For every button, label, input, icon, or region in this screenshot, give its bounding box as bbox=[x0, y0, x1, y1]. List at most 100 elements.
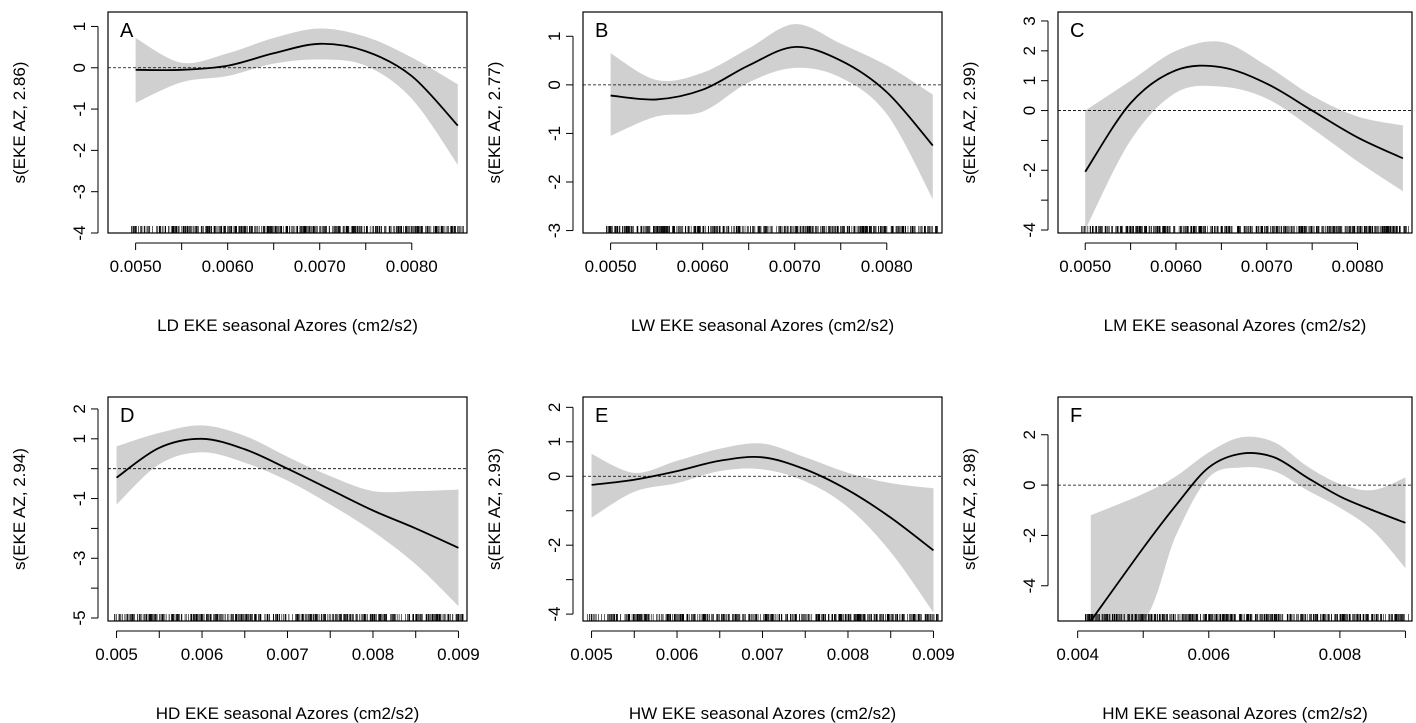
rug-marks bbox=[1085, 614, 1409, 621]
y-tick-label: -3 bbox=[545, 223, 564, 238]
fitted-curve bbox=[1090, 452, 1406, 621]
panel-d: 0.005 0.006 0.007 0.008 0.009 -5 -3 -1 1 2 HD EKE … bbox=[10, 396, 480, 723]
fitted-curve bbox=[1084, 64, 1404, 173]
rug-marks bbox=[1081, 226, 1409, 233]
y-tick-label: 0 bbox=[70, 63, 89, 72]
y-tick-label: -3 bbox=[70, 184, 89, 199]
x-tick-label: 0.0060 bbox=[1150, 257, 1202, 276]
x-tick-label: 0.008 bbox=[827, 645, 870, 664]
x-tick-label: 0.0060 bbox=[202, 257, 254, 276]
y-tick-label: -4 bbox=[545, 607, 564, 622]
y-axis-label: s(EKE AZ, 2.94) bbox=[10, 448, 29, 570]
plot-frame bbox=[107, 396, 468, 622]
panel-letter: F bbox=[1070, 405, 1082, 427]
y-tick-label: 0 bbox=[1020, 480, 1039, 489]
y-tick-label: -4 bbox=[70, 225, 89, 240]
x-tick-label: 0.009 bbox=[912, 645, 955, 664]
x-axis-label: LM EKE seasonal Azores (cm2/s2) bbox=[1104, 316, 1367, 335]
y-tick-label: 2 bbox=[1020, 46, 1039, 55]
x-tick-label: 0.005 bbox=[95, 645, 138, 664]
y-tick-label: 1 bbox=[1020, 76, 1039, 85]
x-tick-label: 0.006 bbox=[656, 645, 699, 664]
y-tick-label: -2 bbox=[545, 174, 564, 189]
panel-e: 0.005 0.006 0.007 0.008 0.009 -4 -2 0 1 2 HW EKE s… bbox=[485, 396, 955, 723]
confidence-band bbox=[1090, 436, 1406, 621]
x-axis-label: HM EKE seasonal Azores (cm2/s2) bbox=[1102, 704, 1367, 723]
y-tick-label: -4 bbox=[1020, 578, 1039, 593]
y-tick-label: 0 bbox=[1020, 106, 1039, 115]
x-axis-label: HW EKE seasonal Azores (cm2/s2) bbox=[629, 704, 896, 723]
y-axis-label: s(EKE AZ, 2.77) bbox=[485, 62, 504, 184]
y-tick-label: 2 bbox=[545, 403, 564, 412]
rug-marks bbox=[587, 614, 939, 621]
y-axis-label: s(EKE AZ, 2.93) bbox=[485, 448, 504, 570]
plot-frame bbox=[107, 11, 468, 234]
plot-frame bbox=[582, 396, 943, 622]
y-tick-label: -2 bbox=[1020, 528, 1039, 543]
y-tick-label: -2 bbox=[545, 538, 564, 553]
y-tick-label: -5 bbox=[70, 610, 89, 625]
panel-letter: C bbox=[1070, 20, 1084, 42]
y-tick-label: 1 bbox=[70, 22, 89, 31]
panel-letter: D bbox=[120, 405, 134, 427]
panel-f: 0.004 0.006 0.008 -4 -2 0 2 HM EKE seasonal Azo… bbox=[960, 396, 1413, 723]
x-tick-label: 0.008 bbox=[1319, 645, 1362, 664]
y-tick-label: 2 bbox=[1020, 430, 1039, 439]
panel-b: 0.0050 0.0060 0.0070 0.0080 -3 -2 -1 0 1 LW EKE s… bbox=[485, 11, 943, 335]
y-tick-label: 1 bbox=[70, 434, 89, 443]
y-axis-label: s(EKE AZ, 2.98) bbox=[960, 448, 979, 570]
x-tick-label: 0.008 bbox=[352, 645, 395, 664]
x-tick-label: 0.006 bbox=[181, 645, 224, 664]
x-tick-label: 0.0060 bbox=[677, 257, 729, 276]
y-tick-label: 0 bbox=[545, 472, 564, 481]
fitted-curve bbox=[116, 437, 459, 549]
x-tick-label: 0.007 bbox=[266, 645, 309, 664]
x-tick-label: 0.006 bbox=[1188, 645, 1231, 664]
x-tick-label: 0.0050 bbox=[585, 257, 637, 276]
panel-letter: B bbox=[595, 20, 608, 42]
x-tick-label: 0.005 bbox=[570, 645, 613, 664]
x-tick-label: 0.0080 bbox=[861, 257, 913, 276]
panel-letter: E bbox=[595, 405, 608, 427]
confidence-band bbox=[610, 24, 933, 199]
y-tick-label: 0 bbox=[545, 80, 564, 89]
rug-marks bbox=[114, 614, 464, 621]
rug-marks bbox=[130, 226, 464, 233]
panel-letter: A bbox=[120, 20, 134, 42]
x-tick-label: 0.0080 bbox=[1332, 257, 1384, 276]
x-tick-label: 0.0070 bbox=[294, 257, 346, 276]
confidence-band bbox=[591, 443, 934, 613]
x-axis-label: LW EKE seasonal Azores (cm2/s2) bbox=[631, 316, 894, 335]
confidence-band bbox=[135, 28, 458, 165]
fitted-curve bbox=[591, 456, 934, 552]
y-tick-label: -2 bbox=[1020, 163, 1039, 178]
plot-frame bbox=[582, 11, 943, 234]
x-axis-label: LD EKE seasonal Azores (cm2/s2) bbox=[157, 316, 418, 335]
y-tick-label: 2 bbox=[70, 404, 89, 413]
x-tick-label: 0.0050 bbox=[110, 257, 162, 276]
plot-frame bbox=[1057, 11, 1413, 234]
confidence-band bbox=[1085, 41, 1403, 231]
plot-frame bbox=[1057, 396, 1413, 622]
x-tick-label: 0.0070 bbox=[1241, 257, 1293, 276]
y-tick-label: -1 bbox=[70, 491, 89, 506]
x-tick-label: 0.0080 bbox=[386, 257, 438, 276]
panel-a: 0.0050 0.0060 0.0070 0.0080 -4 -3 -2 -1 0 1 LD EKE… bbox=[10, 11, 468, 335]
y-tick-label: -3 bbox=[70, 551, 89, 566]
x-axis-label: HD EKE seasonal Azores (cm2/s2) bbox=[156, 704, 420, 723]
y-axis-label: s(EKE AZ, 2.99) bbox=[960, 62, 979, 184]
x-tick-label: 0.007 bbox=[741, 645, 784, 664]
y-tick-label: 3 bbox=[1020, 16, 1039, 25]
x-tick-label: 0.009 bbox=[437, 645, 480, 664]
y-tick-label: 1 bbox=[545, 437, 564, 446]
fitted-curve bbox=[135, 42, 459, 127]
y-tick-label: -1 bbox=[70, 102, 89, 117]
x-tick-label: 0.0070 bbox=[769, 257, 821, 276]
fitted-curve bbox=[610, 46, 934, 147]
confidence-band bbox=[116, 425, 459, 607]
y-tick-label: -4 bbox=[1020, 222, 1039, 237]
y-tick-label: 1 bbox=[545, 32, 564, 41]
x-tick-label: 0.0050 bbox=[1059, 257, 1111, 276]
rug-marks bbox=[606, 226, 938, 233]
